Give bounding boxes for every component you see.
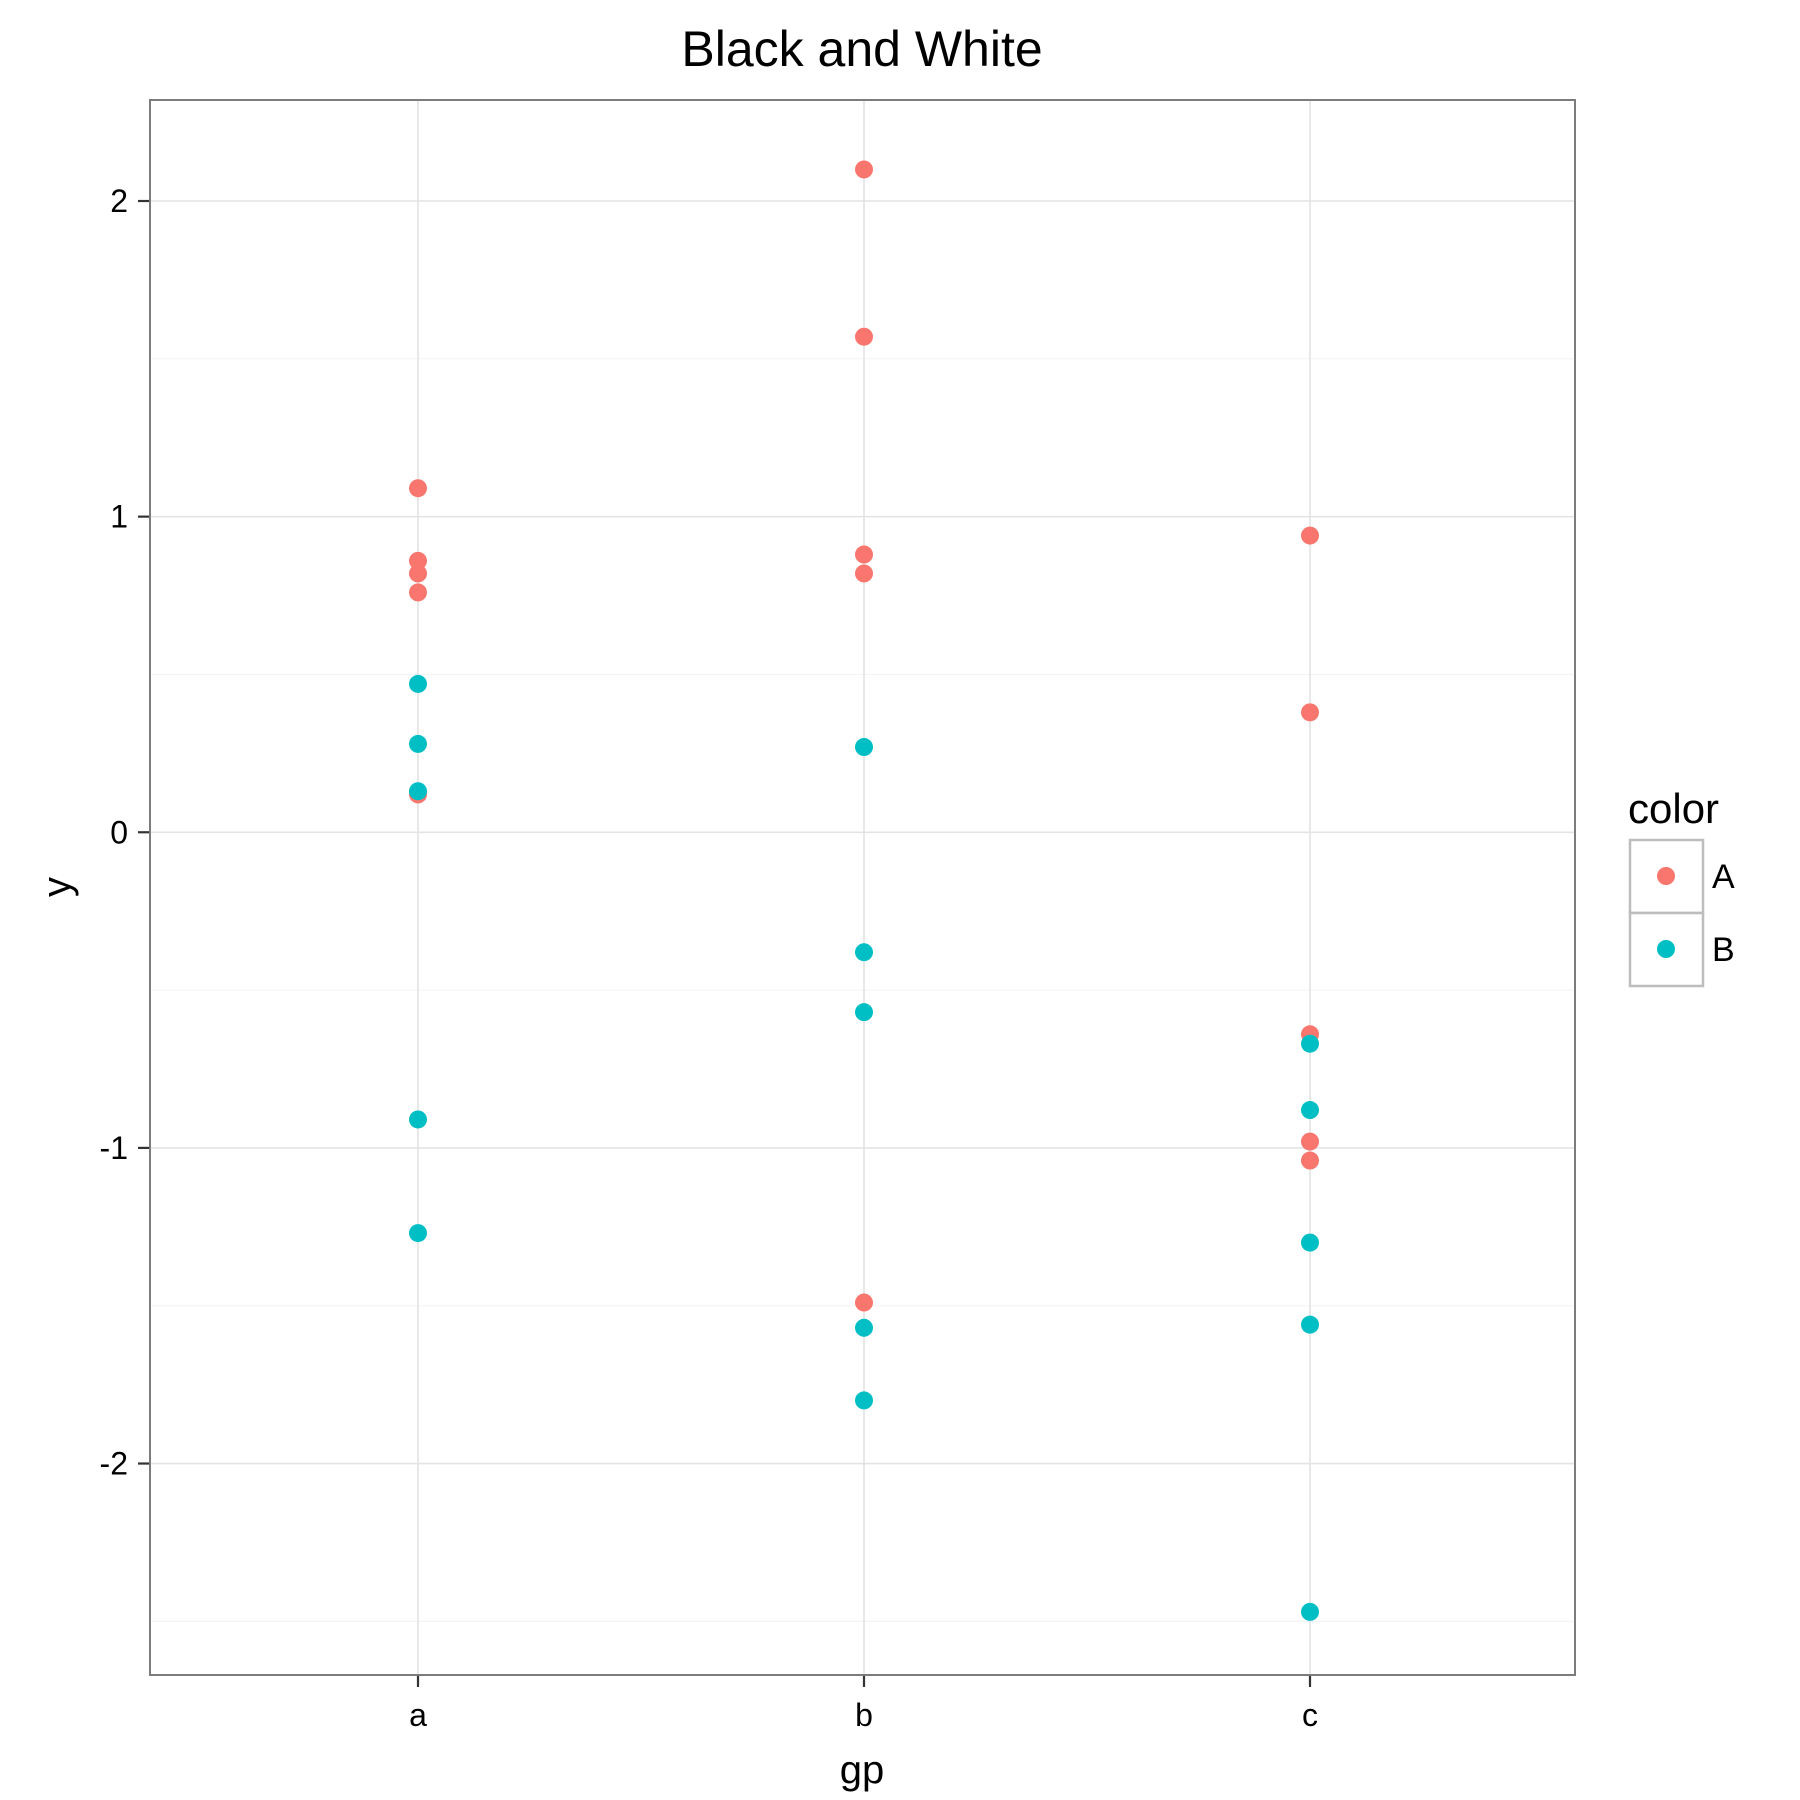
y-tick-label: -2 <box>100 1446 128 1482</box>
chart-title: Black and White <box>681 21 1042 77</box>
data-point-b <box>409 1224 427 1243</box>
legend: color AB <box>1628 785 1735 988</box>
data-point-b <box>855 738 873 757</box>
data-point-a <box>855 545 873 564</box>
plot-panel <box>149 99 1576 1676</box>
data-point-b <box>855 943 873 962</box>
data-point-a <box>855 160 873 179</box>
data-point-a <box>1301 1132 1319 1151</box>
data-point-b <box>409 1110 427 1129</box>
data-point-a <box>855 327 873 346</box>
data-point-a <box>1301 1151 1319 1170</box>
y-tick-label: -1 <box>100 1130 128 1166</box>
data-point-b <box>409 674 427 693</box>
data-point-b <box>855 1003 873 1022</box>
legend-title: color <box>1628 785 1719 832</box>
data-point-b <box>1301 1101 1319 1120</box>
data-point-a <box>409 551 427 570</box>
legend-swatch-a <box>1657 867 1675 885</box>
axis-ticks: 2 1 0 -1 -2 a b c <box>100 183 1318 1733</box>
data-point-b <box>1301 1315 1319 1334</box>
data-point-a <box>409 564 427 583</box>
legend-label-a: A <box>1712 858 1735 896</box>
data-point-b <box>409 782 427 801</box>
data-point-a <box>855 564 873 583</box>
x-tick-label: a <box>409 1697 427 1733</box>
data-point-b <box>409 734 427 753</box>
legend-label-b: B <box>1712 931 1735 969</box>
data-point-b <box>855 1318 873 1337</box>
x-tick-label: c <box>1302 1697 1318 1733</box>
legend-swatch-b <box>1657 940 1675 958</box>
plot-panel-border <box>149 99 1576 1676</box>
data-point-a <box>409 479 427 498</box>
data-point-b <box>1301 1034 1319 1053</box>
y-tick-label: 2 <box>110 183 128 219</box>
x-axis-title: gp <box>840 1748 885 1792</box>
data-point-b <box>1301 1233 1319 1252</box>
data-point-a <box>409 583 427 602</box>
grid <box>150 100 1575 1675</box>
data-point-b <box>855 1391 873 1410</box>
y-axis-title: y <box>35 877 79 897</box>
x-tick-label: b <box>855 1697 873 1733</box>
data-point-b <box>1301 1602 1319 1621</box>
data-point-a <box>1301 526 1319 545</box>
data-point-a <box>855 1293 873 1312</box>
y-tick-label: 1 <box>110 499 128 535</box>
data-point-a <box>1301 703 1319 722</box>
data-points <box>409 160 1319 1621</box>
y-tick-label: 0 <box>110 814 128 850</box>
